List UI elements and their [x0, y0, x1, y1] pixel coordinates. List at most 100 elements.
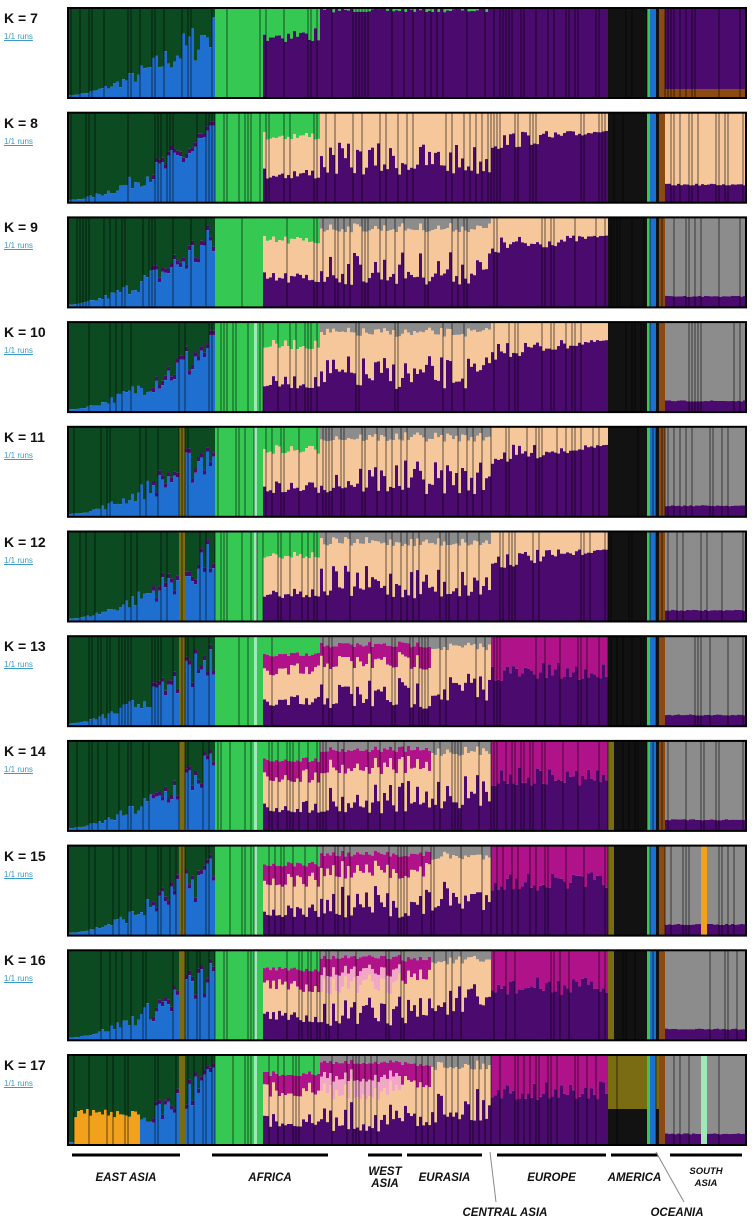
ancestry-segment	[518, 676, 522, 727]
ancestry-segment	[317, 866, 321, 887]
ancestry-segment	[137, 182, 141, 203]
ancestry-segment	[383, 907, 387, 936]
ancestry-segment	[230, 531, 234, 622]
ancestry-segment	[374, 579, 378, 622]
ancestry-segment	[410, 112, 414, 168]
ancestry-segment	[431, 8, 435, 12]
ancestry-segment	[284, 759, 288, 776]
ancestry-segment	[383, 793, 387, 831]
ancestry-segment	[188, 426, 192, 449]
ancestry-segment	[452, 892, 456, 936]
ancestry-segment	[413, 704, 417, 727]
ancestry-segment	[470, 477, 474, 517]
ancestry-segment	[209, 740, 213, 750]
ancestry-segment	[146, 531, 150, 594]
ancestry-segment	[125, 923, 129, 936]
ancestry-segment	[443, 753, 447, 802]
ancestry-segment	[272, 137, 276, 176]
ancestry-segment	[425, 165, 429, 203]
ancestry-segment	[329, 636, 333, 648]
ancestry-segment	[524, 217, 528, 244]
ancestry-segment	[524, 322, 528, 343]
ancestry-segment	[572, 450, 576, 517]
ancestry-segment	[416, 642, 420, 656]
ancestry-segment	[347, 8, 351, 11]
ancestry-segment	[659, 322, 663, 413]
ancestry-segment	[725, 401, 729, 413]
ancestry-segment	[365, 864, 369, 893]
ancestry-segment	[293, 134, 297, 172]
ancestry-segment	[74, 513, 78, 517]
ancestry-segment	[299, 636, 303, 656]
ancestry-segment	[320, 636, 324, 643]
ancestry-segment	[530, 347, 534, 413]
ancestry-segment	[443, 217, 447, 230]
ancestry-segment	[422, 581, 426, 622]
ancestry-segment	[101, 299, 105, 308]
ancestry-segment	[428, 8, 432, 11]
ancestry-segment	[209, 753, 213, 831]
ancestry-segment	[140, 322, 144, 388]
ancestry-segment	[491, 322, 495, 353]
ancestry-segment	[98, 405, 102, 413]
ancestry-segment	[173, 8, 177, 62]
ancestry-segment	[194, 649, 198, 654]
ancestry-segment	[176, 845, 180, 875]
ancestry-segment	[383, 225, 387, 260]
ancestry-segment	[716, 296, 720, 308]
ancestry-segment	[68, 95, 72, 98]
ancestry-segment	[419, 112, 423, 147]
ancestry-segment	[95, 927, 99, 936]
ancestry-segment	[485, 791, 489, 831]
ancestry-segment	[554, 556, 558, 622]
ancestry-segment	[137, 810, 141, 831]
ancestry-segment	[353, 426, 357, 440]
ancestry-segment	[77, 636, 81, 723]
ancestry-segment	[203, 8, 207, 36]
ancestry-segment	[434, 804, 438, 831]
ancestry-segment	[509, 636, 513, 674]
ancestry-segment	[428, 322, 432, 328]
ancestry-segment	[296, 875, 300, 908]
ancestry-segment	[80, 721, 84, 727]
ancestry-segment	[479, 545, 483, 595]
ancestry-segment	[110, 845, 114, 926]
ancestry-segment	[698, 505, 702, 517]
ancestry-segment	[611, 531, 615, 622]
ancestry-segment	[473, 322, 477, 330]
ancestry-segment	[680, 819, 684, 831]
ancestry-segment	[350, 284, 354, 308]
ancestry-segment	[356, 794, 360, 831]
ancestry-segment	[368, 751, 372, 774]
ancestry-segment	[479, 426, 483, 433]
ancestry-segment	[686, 112, 690, 185]
ancestry-segment	[314, 322, 318, 341]
ancestry-segment	[518, 636, 522, 677]
ancestry-segment	[434, 217, 438, 230]
ancestry-segment	[428, 327, 432, 357]
ancestry-segment	[590, 217, 594, 237]
ancestry-segment	[245, 112, 249, 203]
ancestry-segment	[326, 172, 330, 203]
ancestry-segment	[185, 660, 189, 727]
ancestry-segment	[425, 747, 429, 762]
ancestry-segment	[500, 740, 504, 771]
ancestry-segment	[194, 142, 198, 147]
ancestry-segment	[362, 702, 366, 727]
ancestry-segment	[422, 332, 426, 373]
ancestry-segment	[509, 774, 513, 831]
ancestry-segment	[572, 426, 576, 451]
ancestry-segment	[122, 498, 126, 517]
ancestry-segment	[146, 593, 150, 622]
ancestry-segment	[80, 217, 84, 303]
ancestry-segment	[692, 296, 696, 308]
ancestry-segment	[446, 10, 450, 98]
ancestry-segment	[536, 342, 540, 413]
ancestry-segment	[542, 636, 546, 664]
ancestry-segment	[143, 322, 147, 396]
ancestry-segment	[287, 451, 291, 490]
ancestry-segment	[500, 567, 504, 622]
ancestry-segment	[326, 636, 330, 646]
ancestry-segment	[689, 112, 693, 186]
ancestry-segment	[674, 401, 678, 413]
